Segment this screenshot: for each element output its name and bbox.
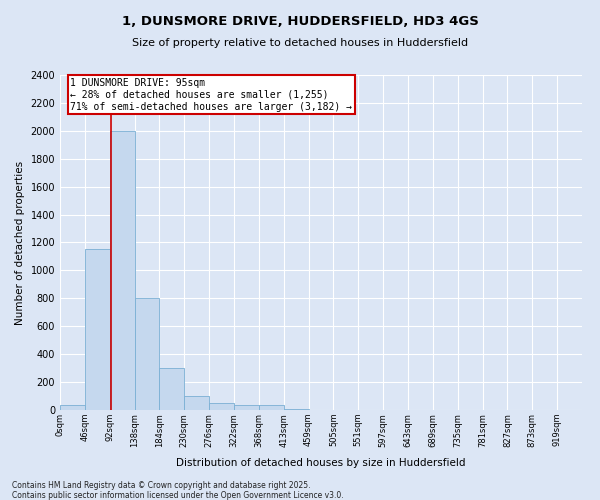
Bar bbox=[259, 405, 284, 410]
Text: 1 DUNSMORE DRIVE: 95sqm
← 28% of detached houses are smaller (1,255)
71% of semi: 1 DUNSMORE DRIVE: 95sqm ← 28% of detache… bbox=[70, 78, 352, 112]
Bar bbox=[209, 403, 234, 410]
Text: 1, DUNSMORE DRIVE, HUDDERSFIELD, HD3 4GS: 1, DUNSMORE DRIVE, HUDDERSFIELD, HD3 4GS bbox=[122, 15, 478, 28]
Text: Distribution of detached houses by size in Huddersfield: Distribution of detached houses by size … bbox=[176, 458, 466, 468]
Text: Contains HM Land Registry data © Crown copyright and database right 2025.: Contains HM Land Registry data © Crown c… bbox=[12, 481, 311, 490]
Text: Size of property relative to detached houses in Huddersfield: Size of property relative to detached ho… bbox=[132, 38, 468, 48]
Bar bbox=[85, 250, 110, 410]
Bar bbox=[134, 298, 160, 410]
Bar bbox=[184, 396, 209, 410]
Text: Contains public sector information licensed under the Open Government Licence v3: Contains public sector information licen… bbox=[12, 491, 344, 500]
Bar bbox=[110, 131, 134, 410]
Y-axis label: Number of detached properties: Number of detached properties bbox=[15, 160, 25, 324]
Bar bbox=[160, 368, 184, 410]
Bar bbox=[284, 408, 308, 410]
Bar bbox=[60, 405, 85, 410]
Bar bbox=[234, 405, 259, 410]
